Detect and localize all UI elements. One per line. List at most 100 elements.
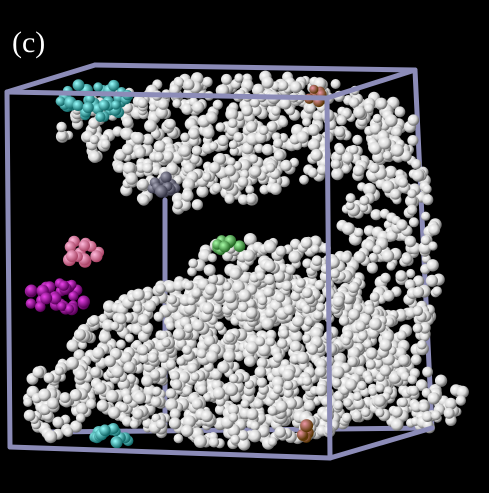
atom: [116, 340, 126, 350]
atom: [155, 185, 168, 198]
atom: [132, 408, 143, 419]
atom: [363, 340, 372, 349]
atom: [355, 321, 366, 332]
atom: [155, 283, 166, 294]
atom: [138, 314, 150, 326]
atom: [395, 106, 406, 117]
atom: [154, 140, 166, 152]
atom: [66, 357, 79, 370]
atom: [382, 250, 395, 263]
atom: [332, 378, 342, 388]
atom: [265, 308, 275, 318]
atom: [278, 80, 288, 90]
atom: [366, 359, 376, 369]
atom: [132, 289, 144, 301]
atom: [156, 419, 166, 429]
atom: [213, 304, 223, 314]
atom: [405, 236, 417, 248]
atom: [391, 418, 404, 431]
atom: [148, 352, 158, 362]
atom: [421, 212, 430, 221]
atom: [456, 395, 466, 405]
atom: [422, 367, 433, 378]
box-edge: [327, 98, 330, 458]
atom: [60, 392, 71, 403]
atom: [263, 287, 273, 297]
atom: [428, 241, 437, 250]
atom: [224, 290, 237, 303]
atom: [229, 267, 241, 279]
atom: [206, 112, 218, 124]
atom: [209, 437, 219, 447]
atom: [258, 296, 268, 306]
atom: [301, 237, 313, 249]
atom: [154, 312, 164, 322]
atom: [409, 217, 419, 227]
atom: [165, 119, 176, 130]
atom: [352, 135, 362, 145]
atom: [246, 121, 258, 133]
atom: [197, 349, 207, 359]
atom: [248, 430, 261, 443]
atom: [370, 292, 380, 302]
atom: [182, 345, 192, 355]
atom: [73, 100, 84, 111]
atom: [407, 205, 418, 216]
atom: [161, 338, 170, 347]
atom: [229, 374, 239, 384]
atom: [94, 382, 106, 394]
atom: [275, 426, 286, 437]
atom: [70, 389, 82, 401]
atom: [174, 434, 184, 444]
atom: [334, 126, 345, 137]
atom: [182, 190, 194, 202]
atom: [196, 186, 208, 198]
atom: [223, 350, 235, 362]
atom: [197, 384, 207, 394]
atom: [274, 150, 285, 161]
atom: [173, 328, 186, 341]
atom: [271, 106, 281, 116]
atom: [99, 425, 110, 436]
atom: [180, 133, 190, 143]
atom: [316, 303, 325, 312]
atom: [431, 410, 441, 420]
atom: [228, 118, 238, 128]
atom: [380, 273, 391, 284]
atom: [230, 435, 240, 445]
atom: [106, 390, 119, 403]
atom: [206, 351, 219, 364]
atom: [282, 281, 293, 292]
atom: [144, 120, 157, 133]
atom: [385, 114, 398, 127]
atom: [208, 253, 217, 262]
atom: [401, 253, 412, 264]
atom: [387, 261, 396, 270]
atom: [194, 435, 207, 448]
atom: [24, 410, 36, 422]
atom: [23, 398, 32, 407]
atom: [184, 323, 194, 333]
atom: [398, 355, 410, 367]
atom: [315, 280, 325, 290]
atom: [302, 376, 312, 386]
atom: [256, 271, 265, 280]
atom: [268, 437, 277, 446]
atom: [226, 384, 239, 397]
atom: [209, 162, 221, 174]
atom: [188, 259, 198, 269]
atom: [435, 375, 447, 387]
atom: [296, 131, 308, 143]
atom: [348, 309, 360, 321]
atom: [366, 347, 378, 359]
atom: [137, 179, 148, 190]
atom: [183, 79, 194, 90]
atom: [26, 298, 36, 308]
atom: [89, 151, 101, 163]
atom: [302, 305, 311, 314]
atom: [391, 144, 404, 157]
atom: [392, 406, 403, 417]
atom: [330, 268, 340, 278]
atom: [219, 241, 230, 252]
atom: [57, 131, 67, 141]
